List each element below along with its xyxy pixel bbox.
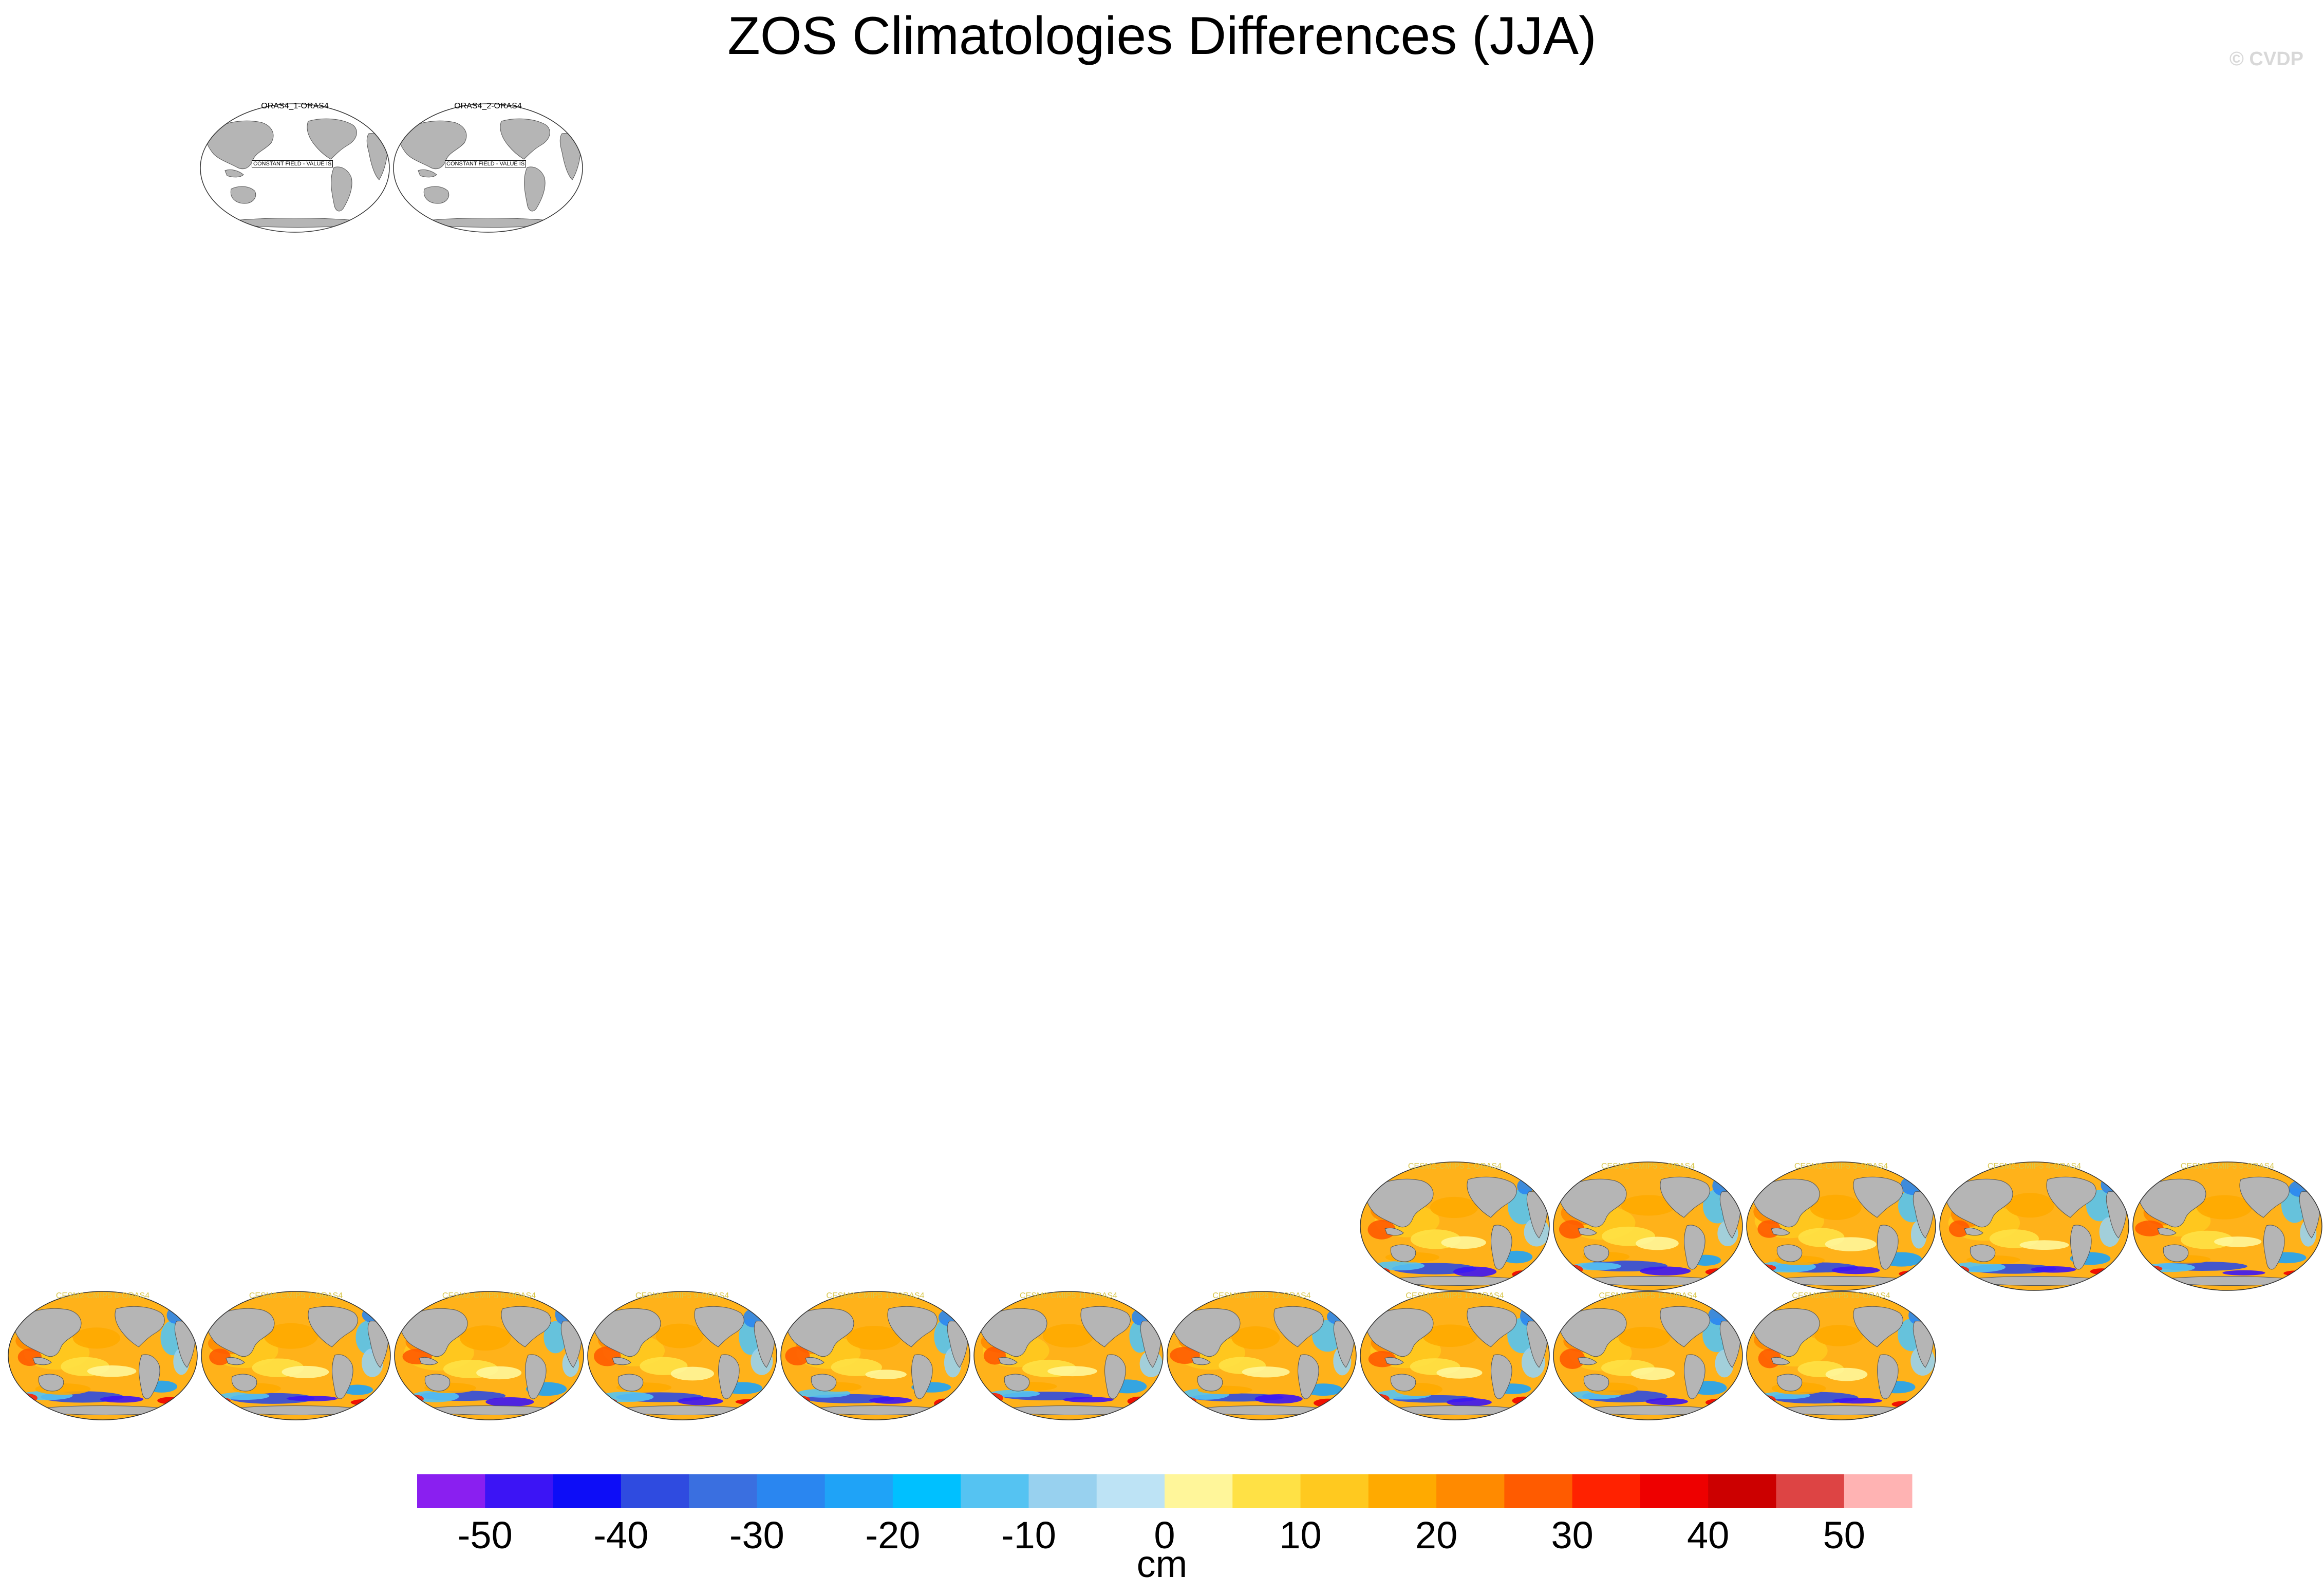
panel-title: CESM2-CMIP5 6-ORAS4 [55, 1291, 150, 1300]
map-projection [393, 103, 583, 233]
colorbar-swatch [1096, 1474, 1165, 1508]
colorbar-swatch [1708, 1474, 1776, 1508]
model-panel: CESM2-CMIP5 3-ORAS4 [1746, 1161, 1937, 1291]
model-panel: CESM2-CMIP5 9-ORAS4 [587, 1290, 778, 1421]
model-panel: CESM2-CMIP5 15-ORAS4 [1746, 1290, 1937, 1421]
panel-title: CESM2-CMIP5 14-ORAS4 [1599, 1291, 1697, 1300]
colorbar-swatch [961, 1474, 1029, 1508]
map-projection [200, 103, 390, 233]
page-title: ZOS Climatologies Differences (JJA) [727, 6, 1597, 66]
panel-title: CESM2-CMIP5 15-ORAS4 [1792, 1291, 1890, 1300]
colorbar-swatch [1640, 1474, 1709, 1508]
model-panel: CESM2-CMIP5 10-ORAS4 [780, 1290, 971, 1421]
colorbar-unit: cm [1136, 1543, 1188, 1585]
map-projection [587, 1291, 777, 1420]
panel-title: CESM2-CMIP5 12-ORAS4 [1212, 1291, 1311, 1300]
panel-title: CESM2-CMIP5 9-ORAS4 [635, 1291, 729, 1300]
model-panel: CESM2-CMIP5 1-ORAS4 [1359, 1161, 1550, 1291]
map-projection [1553, 1161, 1743, 1291]
panel-title: CESM2-CMIP5 10-ORAS4 [826, 1291, 925, 1300]
panel-title: CESM2-CMIP5 4-ORAS4 [1987, 1162, 2082, 1171]
map-projection [1746, 1291, 1936, 1420]
panel-title: ORAS4_2-ORAS4 [454, 102, 522, 110]
map-projection [1167, 1291, 1357, 1420]
model-panel: CESM2-CMIP5 5-ORAS4 [2132, 1161, 2323, 1291]
constant-field-note: CONSTANT FIELD - VALUE IS [252, 160, 333, 167]
colorbar-tick-label: 20 [1415, 1514, 1458, 1557]
colorbar-tick-label: 10 [1279, 1514, 1322, 1557]
obs-panel: ORAS4_2-ORAS4 CONSTANT FIELD - VALUE IS [392, 102, 584, 233]
colorbar-swatch [689, 1474, 757, 1508]
panel-title: CESM2-CMIP5 3-ORAS4 [1794, 1162, 1888, 1171]
map-projection [973, 1291, 1164, 1420]
colorbar-tick-label: 0 [1154, 1514, 1175, 1557]
colorbar-tick-label: -50 [457, 1514, 513, 1557]
colorbar-swatch [1165, 1474, 1233, 1508]
panel-title: CESM2-CMIP5 8-ORAS4 [442, 1291, 536, 1300]
colorbar-swatch [553, 1474, 622, 1508]
panel-title: CESM2-CMIP5 2-ORAS4 [1601, 1162, 1695, 1171]
colorbar-swatch [417, 1474, 485, 1508]
model-panel: CESM2-CMIP5 6-ORAS4 [7, 1290, 198, 1421]
map-projection [780, 1291, 970, 1420]
colorbar-swatch [485, 1474, 554, 1508]
model-panel: CESM2-CMIP5 11-ORAS4 [973, 1290, 1164, 1421]
colorbar-swatch [1436, 1474, 1505, 1508]
colorbar-tick-label: 40 [1687, 1514, 1730, 1557]
colorbar-swatch [892, 1474, 961, 1508]
colorbar-swatch [1368, 1474, 1437, 1508]
map-projection [1360, 1291, 1550, 1420]
model-panel: CESM2-CMIP5 2-ORAS4 [1552, 1161, 1744, 1291]
map-projection [8, 1291, 198, 1420]
colorbar-swatch [1232, 1474, 1301, 1508]
colorbar-tick-label: -40 [593, 1514, 649, 1557]
colorbar-swatch [757, 1474, 826, 1508]
colorbar-tick-label: -30 [729, 1514, 784, 1557]
colorbar-swatch [1572, 1474, 1641, 1508]
colorbar-swatch [1300, 1474, 1369, 1508]
colorbar-swatch [1776, 1474, 1845, 1508]
map-projection [201, 1291, 391, 1420]
obs-panel: ORAS4_1-ORAS4 CONSTANT FIELD - VALUE IS [199, 102, 390, 233]
map-projection [1746, 1161, 1936, 1291]
panel-title: CESM2-CMIP5 11-ORAS4 [1020, 1291, 1117, 1300]
map-projection [394, 1291, 584, 1420]
model-panel: CESM2-CMIP5 14-ORAS4 [1552, 1290, 1744, 1421]
colorbar-tick-label: 30 [1551, 1514, 1594, 1557]
colorbar-tick-label: -20 [865, 1514, 921, 1557]
colorbar-swatch [621, 1474, 689, 1508]
panel-title: ORAS4_1-ORAS4 [261, 102, 329, 110]
model-panel: CESM2-CMIP5 12-ORAS4 [1166, 1290, 1357, 1421]
colorbar-swatch [1028, 1474, 1097, 1508]
colorbar-swatch [824, 1474, 893, 1508]
colorbar-swatch [1844, 1474, 1913, 1508]
map-projection [1360, 1161, 1550, 1291]
colorbar-tick-label: -10 [1001, 1514, 1056, 1557]
panel-title: CESM2-CMIP5 7-ORAS4 [249, 1291, 343, 1300]
panel-title: CESM2-CMIP5 1-ORAS4 [1408, 1162, 1502, 1171]
model-panel: CESM2-CMIP5 4-ORAS4 [1939, 1161, 2130, 1291]
map-projection [1939, 1161, 2129, 1291]
colorbar-swatch [1504, 1474, 1573, 1508]
map-projection [1553, 1291, 1743, 1420]
map-projection [2132, 1161, 2322, 1291]
model-panel: CESM2-CMIP5 8-ORAS4 [393, 1290, 585, 1421]
panel-title: CESM2-CMIP5 13-ORAS4 [1405, 1291, 1504, 1300]
watermark: © CVDP [2229, 48, 2303, 70]
colorbar-tick-label: 50 [1823, 1514, 1865, 1557]
constant-field-note: CONSTANT FIELD - VALUE IS [445, 160, 527, 167]
panel-title: CESM2-CMIP5 5-ORAS4 [2180, 1162, 2275, 1171]
model-panel: CESM2-CMIP5 7-ORAS4 [200, 1290, 391, 1421]
model-panel: CESM2-CMIP5 13-ORAS4 [1359, 1290, 1550, 1421]
